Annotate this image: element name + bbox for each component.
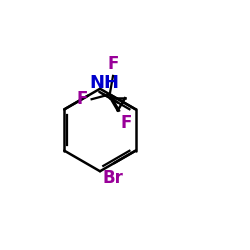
Text: Br: Br <box>102 169 123 187</box>
Text: NH: NH <box>89 74 119 92</box>
Text: F: F <box>107 55 119 73</box>
Text: F: F <box>76 90 88 108</box>
Text: F: F <box>120 114 132 132</box>
